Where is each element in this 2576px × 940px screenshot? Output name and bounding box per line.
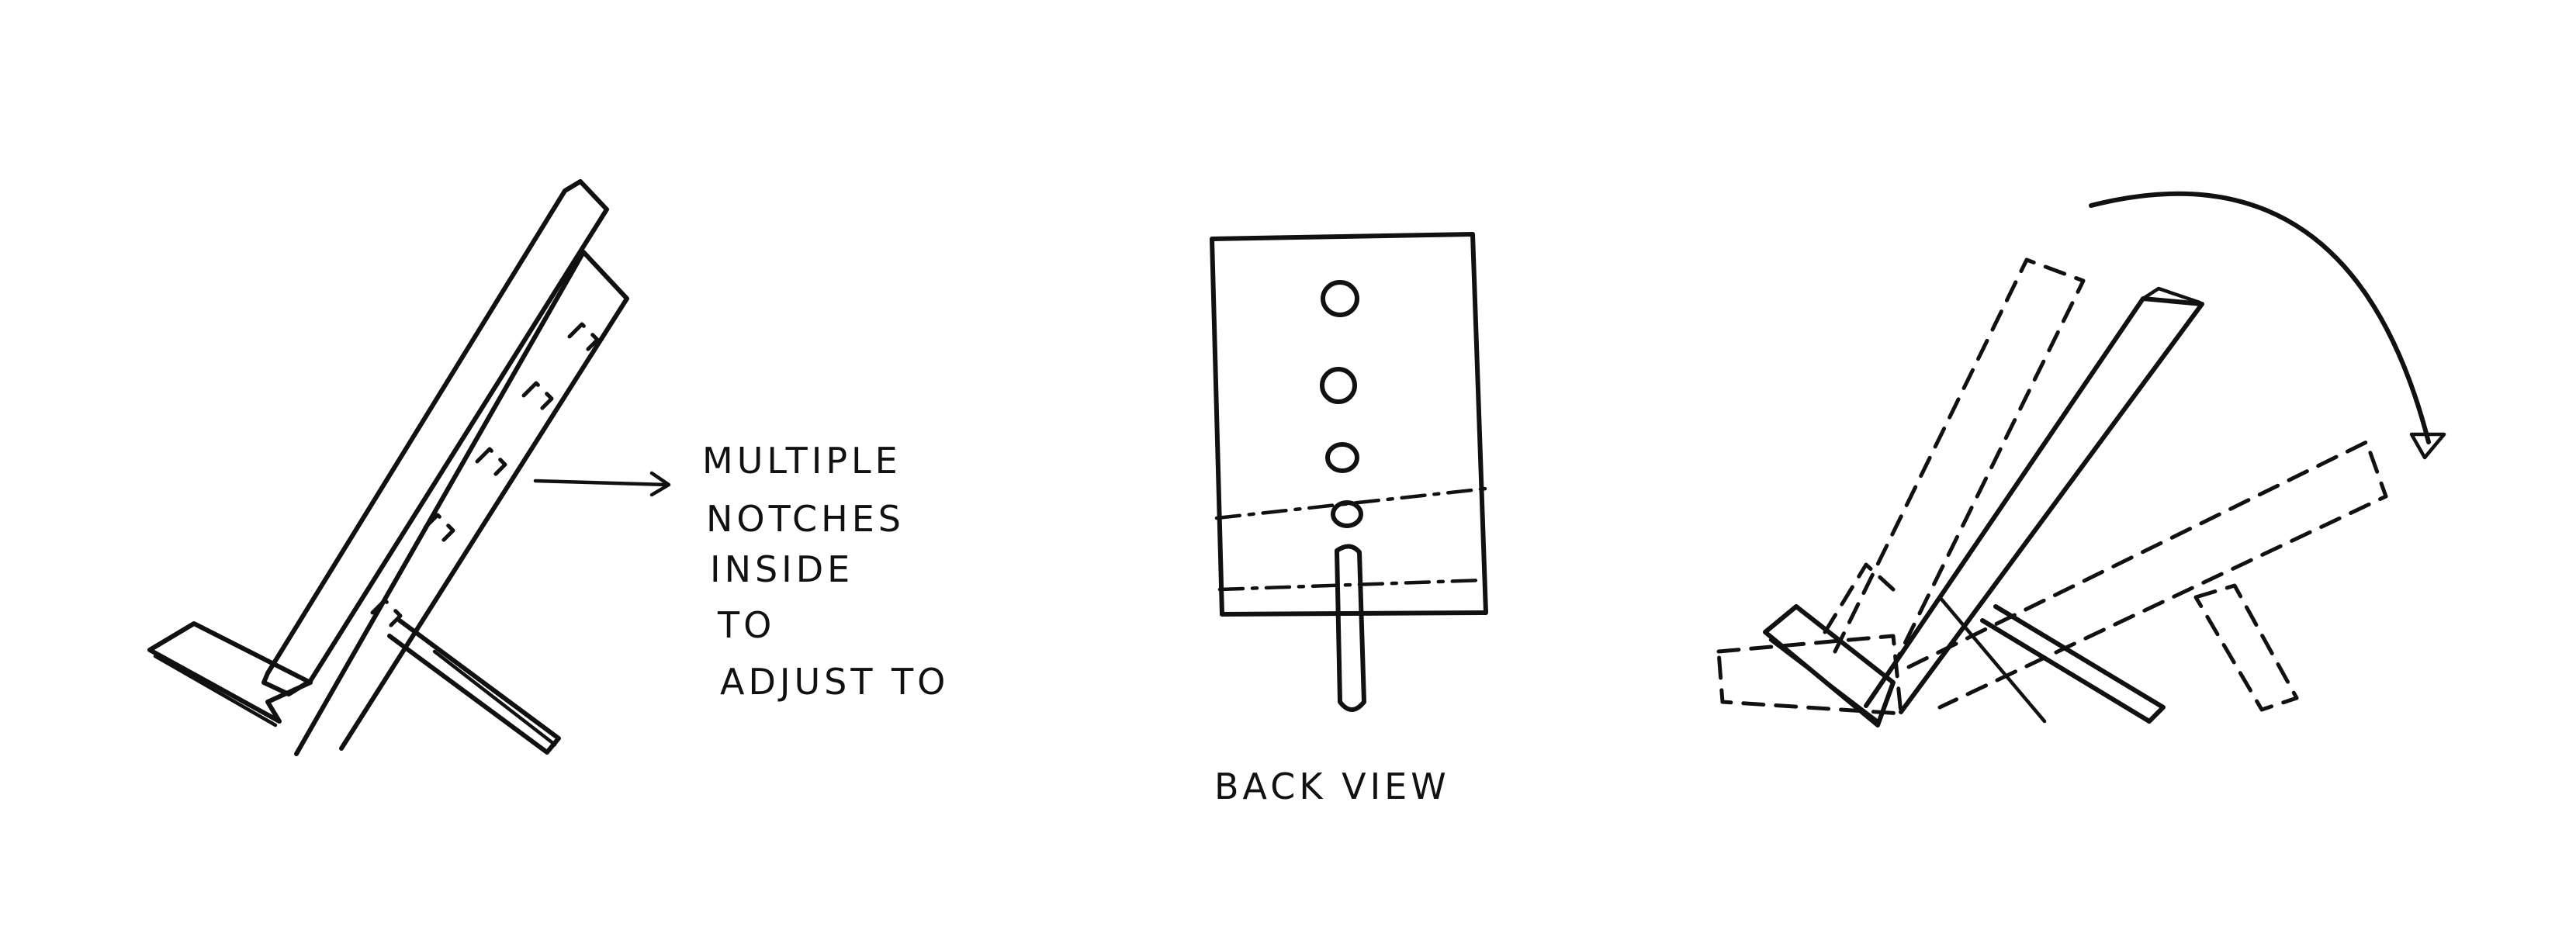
annotation-line-5: ADJUST TO bbox=[720, 661, 949, 703]
reclined-panel-outline bbox=[1906, 440, 2388, 710]
kickstand-leg bbox=[387, 618, 561, 755]
middle-panel bbox=[1864, 296, 2204, 714]
stand-slot bbox=[1335, 544, 1366, 712]
back-panel bbox=[1210, 232, 1488, 617]
notches bbox=[370, 322, 600, 629]
rotation-arrow bbox=[2089, 191, 2446, 460]
back-view-sketch: BACK VIEW bbox=[1210, 232, 1488, 807]
rotation-sketch bbox=[1716, 191, 2446, 727]
middle-kickstand bbox=[1980, 604, 2166, 724]
annotation-line-3: INSIDE bbox=[710, 548, 853, 590]
annotation-line-2: NOTCHES bbox=[706, 498, 905, 540]
back-view-label: BACK VIEW bbox=[1214, 765, 1450, 807]
reclined-foot-outline bbox=[1716, 634, 1903, 716]
annotation-arrow bbox=[533, 471, 671, 497]
front-panel bbox=[261, 179, 609, 696]
adjust-holes bbox=[1320, 280, 1363, 528]
annotation-line-1: MULTIPLE bbox=[702, 440, 902, 482]
upright-panel-outline bbox=[1833, 257, 2086, 669]
annotation-line-4: TO bbox=[717, 604, 775, 646]
side-view-sketch bbox=[147, 179, 671, 756]
reclined-leg-outline bbox=[2193, 583, 2299, 712]
base-foot bbox=[147, 621, 313, 724]
notches-annotation: MULTIPLE NOTCHES INSIDE TO ADJUST TO bbox=[702, 440, 949, 703]
hidden-line-upper bbox=[1214, 486, 1488, 520]
hidden-line-lower bbox=[1217, 578, 1486, 592]
